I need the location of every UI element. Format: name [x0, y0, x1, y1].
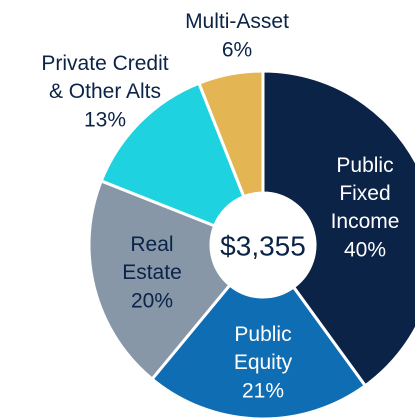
value-label: 13%: [84, 109, 126, 132]
center-label: $3,355: [220, 230, 306, 261]
slice-label-line: Income: [331, 210, 400, 233]
slice-label-line: & Other Alts: [49, 80, 161, 103]
slice-label-line: Estate: [122, 261, 182, 284]
slice-label: Private Credit & Other Alts: [41, 52, 168, 103]
slice-label-line: Public: [234, 323, 291, 346]
slice-label-line: Multi-Asset: [185, 10, 289, 33]
slice-label-line: Public: [336, 154, 393, 177]
value-label: 40%: [344, 239, 386, 262]
slice-label-line: Real: [130, 233, 173, 256]
value-label: 6%: [222, 39, 252, 62]
slice-label: Multi-Asset: [185, 10, 289, 33]
slice-label-line: Private Credit: [41, 52, 168, 75]
slice-label: Real Estate: [122, 233, 182, 284]
slice-label-line: Equity: [234, 351, 293, 374]
value-label: 20%: [131, 290, 173, 313]
slice-label: Public Equity: [234, 323, 293, 374]
value-label: 21%: [242, 380, 284, 403]
donut-hole: [211, 193, 315, 297]
slice-label-line: Fixed: [339, 182, 390, 205]
slice-label: Public Fixed Income: [331, 154, 400, 233]
